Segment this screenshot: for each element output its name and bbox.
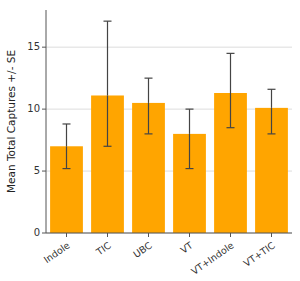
- error-cap: [186, 109, 194, 110]
- chart-svg: 0 5 10 15 Indole TIC UBC VTVT+IndoleVT+TIC Mean …: [0, 0, 300, 281]
- bar: [91, 95, 124, 233]
- error-whisker: [271, 108, 272, 134]
- y-tick: [42, 233, 46, 234]
- x-axis: Indole TIC UBC VTVT+IndoleVT+TIC: [42, 233, 292, 277]
- error-cap: [186, 168, 194, 169]
- y-tick-label: 0: [34, 227, 40, 238]
- bar: [214, 93, 247, 233]
- error-whisker: [107, 21, 108, 95]
- bar: [173, 134, 206, 233]
- x-tick: [66, 233, 67, 237]
- plot-area: [50, 93, 288, 233]
- x-tick: [107, 233, 108, 237]
- error-cap: [145, 78, 153, 79]
- error-bar-upper: [63, 124, 71, 146]
- error-whisker: [189, 134, 190, 169]
- chart-container: 0 5 10 15 Indole TIC UBC VTVT+IndoleVT+TIC Mean …: [0, 0, 300, 281]
- error-cap: [104, 146, 112, 147]
- error-whisker: [66, 124, 67, 146]
- x-tick-label: VT+TIC: [241, 239, 277, 269]
- error-bar-upper: [104, 21, 112, 95]
- error-cap: [63, 123, 71, 124]
- y-axis-label: Mean Total Captures +/- SE: [5, 50, 17, 193]
- error-whisker: [148, 103, 149, 134]
- x-tick: [189, 233, 190, 237]
- bar: [255, 108, 288, 233]
- error-bar-lower: [227, 93, 235, 128]
- x-tick-label: VT+Indole: [189, 239, 236, 276]
- error-cap: [268, 133, 276, 134]
- error-cap: [63, 168, 71, 169]
- error-bars: [63, 21, 276, 168]
- error-cap: [268, 89, 276, 90]
- grid: [46, 47, 292, 233]
- bar: [132, 103, 165, 233]
- error-whisker: [189, 109, 190, 134]
- error-bar-upper: [145, 78, 153, 103]
- page: {"chart_data": {"type": "bar", "categori…: [0, 0, 300, 281]
- error-whisker: [230, 93, 231, 128]
- x-axis-line: [46, 233, 292, 234]
- error-whisker: [271, 89, 272, 108]
- error-bar-upper: [186, 109, 194, 134]
- x-tick-label: UBC: [131, 239, 154, 260]
- x-tick-label: Indole: [42, 239, 72, 265]
- x-tick: [271, 233, 272, 237]
- x-tick: [230, 233, 231, 237]
- error-bar-upper: [227, 53, 235, 93]
- y-tick: [42, 47, 46, 48]
- error-bar-upper: [268, 89, 276, 108]
- error-whisker: [107, 95, 108, 146]
- x-tick: [148, 233, 149, 237]
- x-tick-label: TIC: [93, 239, 113, 258]
- y-tick: [42, 109, 46, 110]
- y-axis: 0 5 10 15: [27, 10, 46, 238]
- error-cap: [227, 127, 235, 128]
- bar: [50, 146, 83, 233]
- grid-line: [46, 233, 292, 234]
- x-tick-label: VT: [178, 239, 195, 255]
- error-bar-lower: [63, 146, 71, 168]
- y-tick: [42, 171, 46, 172]
- error-whisker: [230, 53, 231, 93]
- y-axis-line: [46, 10, 47, 233]
- error-bar-lower: [268, 108, 276, 134]
- error-bar-lower: [186, 134, 194, 169]
- error-cap: [104, 21, 112, 22]
- error-bar-lower: [104, 95, 112, 146]
- error-whisker: [66, 146, 67, 168]
- error-whisker: [148, 78, 149, 103]
- error-bar-lower: [145, 103, 153, 134]
- y-tick-label: 5: [34, 165, 40, 176]
- error-cap: [227, 53, 235, 54]
- grid-line: [46, 47, 292, 48]
- y-tick-label: 15: [27, 41, 40, 52]
- error-cap: [145, 133, 153, 134]
- y-tick-label: 10: [27, 103, 40, 114]
